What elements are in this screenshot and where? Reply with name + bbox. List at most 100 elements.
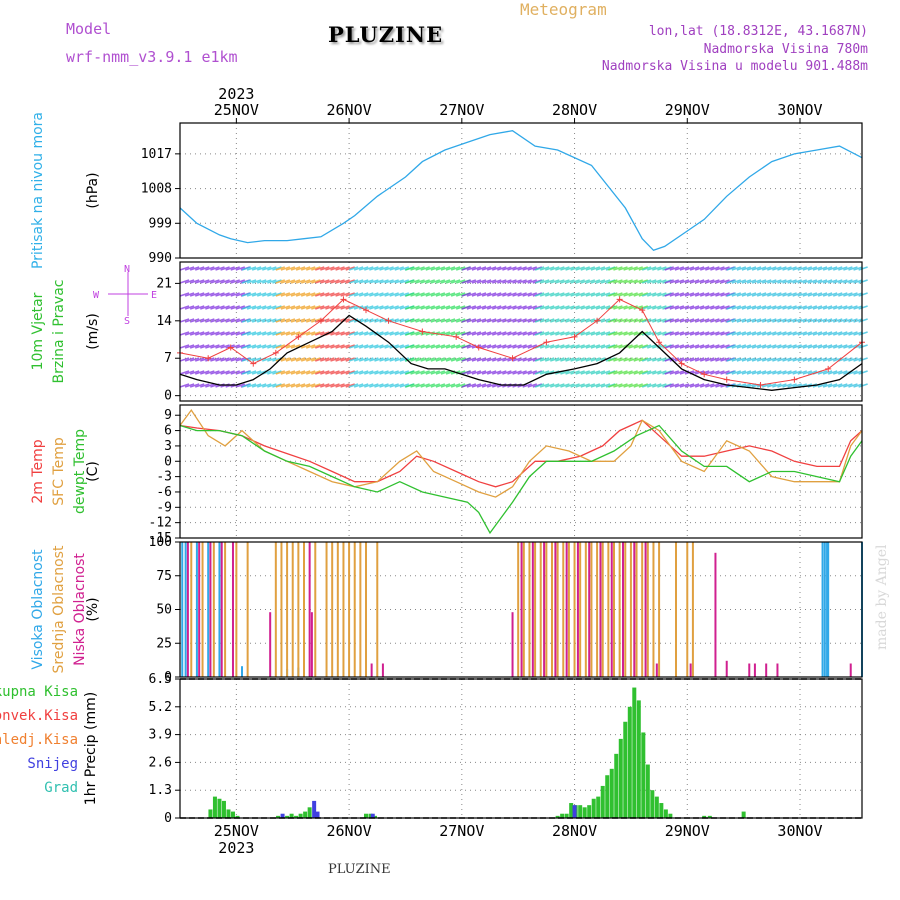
wind-barb	[285, 279, 296, 284]
wind-barb	[534, 357, 545, 362]
wind-barb	[684, 292, 695, 297]
wind-barb	[720, 266, 730, 271]
y-tick-label: 6	[164, 424, 172, 439]
wind-barb	[827, 305, 838, 310]
wind-barb	[726, 344, 736, 349]
wind-barb	[777, 370, 787, 375]
wind-barb	[756, 318, 767, 323]
bar	[370, 663, 373, 677]
wind-barb	[797, 292, 807, 297]
wind-barb	[827, 279, 838, 284]
wind-barb	[251, 318, 262, 323]
wind-barb	[194, 344, 205, 349]
wind-barb	[679, 305, 690, 310]
wind-barb	[486, 357, 497, 362]
wind-barb	[669, 344, 680, 349]
wind-barb	[476, 318, 487, 323]
wind-barb	[633, 357, 643, 362]
wind-barb	[481, 279, 492, 284]
wind-barb	[340, 344, 350, 349]
wind-barb	[638, 383, 649, 388]
wind-barb	[555, 331, 565, 336]
wind-barb	[527, 266, 538, 271]
wind-barb	[461, 370, 472, 375]
top-day-label: 25NOV	[214, 101, 259, 119]
wind-barb	[430, 370, 441, 375]
wind-barb	[590, 331, 601, 336]
wind-barb	[699, 383, 710, 388]
wind-barb	[405, 370, 415, 375]
wind-barb	[647, 305, 657, 310]
bar	[241, 666, 243, 677]
wind-barb	[858, 318, 868, 323]
wind-barb	[590, 279, 601, 284]
wind-barb	[652, 318, 662, 323]
wind-barb	[325, 370, 335, 375]
wind-barb	[210, 331, 220, 336]
wind-barb	[200, 279, 210, 284]
top-day-label: 30NOV	[777, 101, 822, 119]
wind-barb	[817, 318, 828, 323]
wind-barb	[782, 370, 792, 375]
wind-barb	[710, 305, 720, 310]
wind-barb	[471, 305, 482, 310]
wind-barb	[565, 383, 575, 388]
bar	[675, 542, 677, 677]
wind-barb	[684, 266, 695, 271]
wind-barb	[295, 292, 306, 297]
wind-barb	[585, 357, 596, 362]
bar	[565, 542, 568, 677]
y-tick-label: 1008	[141, 182, 172, 197]
bar	[291, 542, 294, 677]
bar	[342, 542, 345, 677]
wind-barb	[241, 344, 252, 349]
wind-barb	[220, 305, 230, 310]
bar	[627, 706, 632, 818]
wind-barb	[822, 344, 833, 349]
wind-barb	[674, 357, 685, 362]
wind-barb	[486, 305, 497, 310]
bar	[689, 663, 692, 677]
wind-barb	[560, 344, 570, 349]
wind-barb	[435, 292, 446, 297]
wind-barb	[833, 292, 843, 297]
wind-barb	[560, 266, 570, 271]
wind-barb	[715, 292, 725, 297]
wind-barb	[394, 318, 404, 323]
wind-barb	[415, 266, 425, 271]
wind-barb	[618, 370, 628, 375]
wind-barb	[802, 305, 813, 310]
wind-barb	[445, 266, 456, 271]
wind-barb	[330, 331, 340, 336]
wind-barb	[544, 344, 555, 349]
wind-barb	[220, 331, 230, 336]
precip-legend-label: Zaledj.Kisa	[0, 732, 78, 748]
wind-barb	[280, 370, 291, 375]
wind-barb	[415, 370, 425, 375]
wind-barb	[320, 370, 330, 375]
wind-barb	[345, 383, 355, 388]
wind-barb	[251, 266, 262, 271]
wind-barb	[440, 357, 451, 362]
wind-barb	[726, 331, 736, 336]
wind-barb	[827, 331, 838, 336]
wind-barb	[517, 344, 527, 349]
wind-barb	[272, 305, 282, 310]
wind-barb	[486, 292, 497, 297]
wind-barb	[340, 357, 350, 362]
wind-barb	[822, 383, 833, 388]
footer-station: PLUZINE	[328, 862, 391, 877]
wind-barb	[657, 370, 667, 375]
wind-barb	[471, 383, 482, 388]
wind-barb	[817, 292, 828, 297]
wind-barb	[699, 344, 710, 349]
station-title: PLUZINE	[328, 22, 444, 47]
wind-barb	[741, 357, 752, 362]
wind-barb	[267, 344, 277, 349]
wind-barb	[320, 305, 330, 310]
wind-barb	[720, 292, 730, 297]
wind-barb	[838, 318, 848, 323]
bar	[545, 542, 548, 677]
bottom-year-label: 2023	[218, 839, 254, 857]
wind-barb	[684, 279, 695, 284]
